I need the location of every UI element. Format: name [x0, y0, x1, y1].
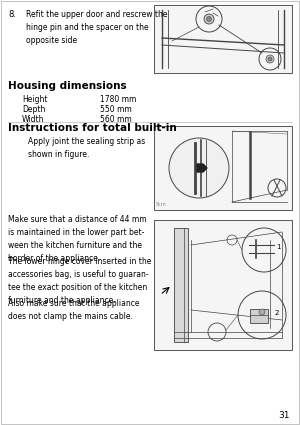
Bar	[154, 126, 292, 210]
Text: Housing dimensions: Housing dimensions	[8, 81, 127, 91]
Text: Instructions for total built-in: Instructions for total built-in	[8, 123, 177, 133]
Text: Also make sure that the appliance
does not clamp the mains cable.: Also make sure that the appliance does n…	[8, 299, 140, 321]
Text: 560 mm: 560 mm	[100, 115, 132, 124]
Text: 1: 1	[276, 244, 280, 250]
Text: Depth: Depth	[22, 105, 45, 114]
Text: Apply joint the sealing strip as
shown in figure.: Apply joint the sealing strip as shown i…	[28, 137, 145, 159]
Polygon shape	[197, 164, 207, 172]
Text: Height: Height	[22, 95, 47, 104]
Circle shape	[204, 14, 214, 24]
Text: Make sure that a distance of 44 mm
is maintained in the lower part bet-
ween the: Make sure that a distance of 44 mm is ma…	[8, 215, 147, 263]
Text: The lower hinge cover inserted in the
accessories bag, is useful to guaran-
tee : The lower hinge cover inserted in the ac…	[8, 257, 152, 305]
Text: 5cm: 5cm	[156, 202, 166, 207]
Bar	[250, 309, 268, 323]
Circle shape	[268, 57, 272, 61]
Bar	[174, 228, 188, 342]
Bar	[154, 220, 292, 350]
Text: 31: 31	[278, 411, 290, 420]
Text: 8.: 8.	[8, 10, 16, 19]
Text: Width: Width	[22, 115, 44, 124]
Text: Refit the upper door and rescrew the
hinge pin and the spacer on the
opposite si: Refit the upper door and rescrew the hin…	[26, 10, 167, 45]
Bar	[154, 5, 292, 73]
Circle shape	[206, 17, 211, 22]
Text: 550 mm: 550 mm	[100, 105, 132, 114]
Text: 2: 2	[275, 310, 279, 316]
Circle shape	[266, 55, 274, 63]
Circle shape	[259, 309, 265, 315]
Circle shape	[169, 138, 229, 198]
Text: 1780 mm: 1780 mm	[100, 95, 136, 104]
